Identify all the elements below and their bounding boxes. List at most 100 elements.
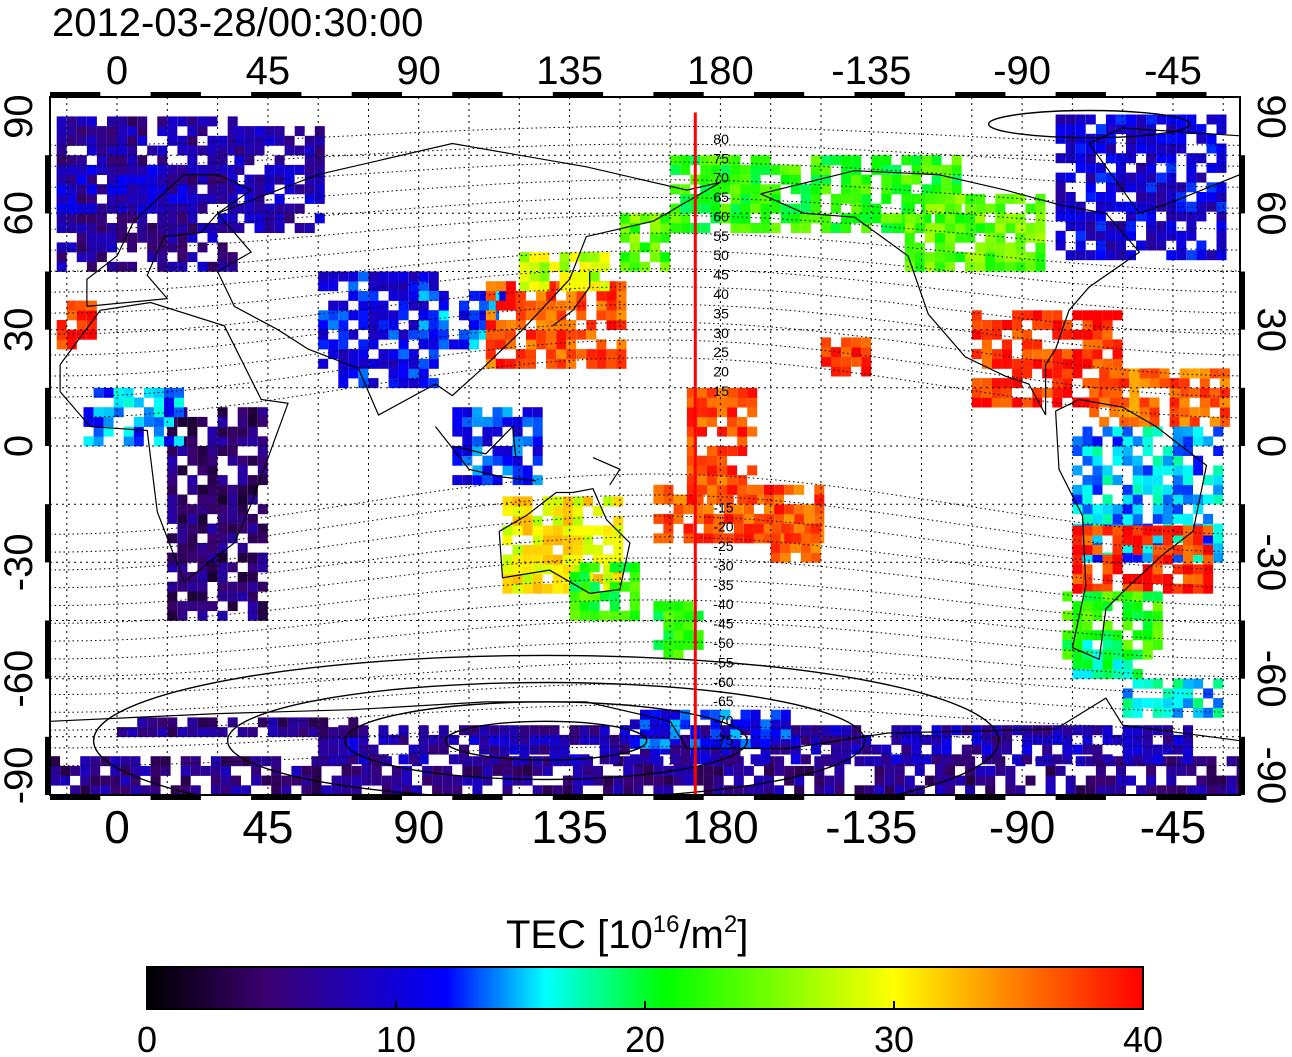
tec-cell	[1072, 446, 1083, 456]
tec-cell	[750, 203, 761, 214]
tec-cell	[750, 223, 761, 233]
tec-cell	[462, 775, 473, 786]
tec-cell	[1173, 504, 1183, 515]
tec-cell	[515, 310, 526, 321]
tec-cell	[572, 496, 583, 507]
tec-cell	[650, 738, 660, 749]
tec-cell	[730, 738, 741, 749]
tec-cell	[1186, 211, 1197, 222]
tec-cell	[341, 775, 352, 786]
tec-cell	[733, 504, 744, 515]
tec-cell	[167, 116, 178, 127]
tec-cell	[562, 515, 573, 526]
tec-cell	[96, 213, 107, 224]
tec-cell	[130, 765, 141, 776]
tec-cell	[56, 193, 67, 204]
tec-cell	[1142, 535, 1153, 546]
tec-cell	[579, 725, 590, 736]
tec-cell	[1092, 669, 1103, 679]
frame-bar	[45, 504, 50, 563]
tec-cell	[1035, 261, 1046, 272]
colorbar-ticks: 0 10 20 30 40	[137, 1001, 1163, 1057]
tec-cell	[629, 591, 640, 602]
tec-cell	[546, 349, 557, 360]
tec-cell	[1162, 465, 1173, 476]
tec-cell	[1095, 775, 1106, 786]
tec-cell	[314, 184, 325, 195]
tec-cell	[562, 525, 573, 536]
tec-cell	[120, 785, 131, 795]
tec-cell	[881, 213, 892, 224]
tec-cell	[117, 145, 127, 156]
tec-cell	[1112, 436, 1123, 447]
tec-cell	[1213, 523, 1224, 534]
tec-cell	[227, 494, 238, 505]
tec-cell	[740, 719, 751, 730]
tec-cell	[167, 184, 178, 195]
tec-cell	[1105, 143, 1116, 154]
tec-cell	[697, 416, 707, 427]
tec-cell	[234, 126, 245, 137]
tec-cell	[747, 397, 758, 408]
tec-cell	[1022, 339, 1033, 350]
tec-cell	[616, 310, 627, 321]
tec-cell	[509, 725, 520, 736]
tec-cell	[750, 164, 761, 175]
tec-cell	[1122, 754, 1133, 765]
tec-cell	[985, 765, 996, 776]
tec-cell	[482, 775, 493, 786]
tec-cell	[821, 223, 831, 233]
longitude-tick-label: -45	[1140, 801, 1206, 853]
tec-cell	[123, 397, 134, 408]
tec-cell	[871, 155, 882, 166]
tec-cell	[951, 203, 962, 214]
tec-cell	[378, 320, 389, 330]
tec-cell	[981, 339, 992, 350]
tec-cell	[727, 407, 738, 418]
tec-cell	[1005, 193, 1016, 204]
tec-cell	[1162, 574, 1173, 584]
tec-cell	[619, 734, 630, 745]
tec-cell	[1173, 513, 1183, 524]
tec-cell	[56, 145, 67, 156]
tec-cell	[167, 717, 178, 728]
tec-cell	[713, 775, 724, 786]
tec-cell	[921, 213, 932, 224]
tec-cell	[512, 583, 523, 594]
tec-cell	[1116, 250, 1126, 261]
tec-cell	[227, 436, 238, 447]
tec-cell	[640, 725, 650, 736]
tec-cell	[619, 213, 630, 224]
tec-cell	[1156, 133, 1167, 144]
tec-cell	[1162, 698, 1173, 709]
tec-cell	[1032, 310, 1043, 321]
tec-cell	[971, 378, 982, 389]
tec-cell	[197, 446, 208, 456]
tec-cell	[1213, 707, 1224, 718]
tec-cell	[985, 785, 996, 795]
tec-cell	[1042, 310, 1053, 321]
tec-cell	[841, 164, 852, 175]
tec-cell	[1203, 436, 1214, 447]
tec-cell	[1085, 230, 1096, 241]
tec-cell	[841, 337, 852, 348]
tec-cell	[697, 455, 707, 466]
magnetic-latitude-label: -55	[713, 654, 733, 670]
tec-cell	[1142, 725, 1153, 736]
tec-cell	[371, 775, 382, 786]
tec-cell	[408, 378, 419, 389]
latitude-tick-label: 60	[1249, 191, 1292, 236]
tec-cell	[683, 523, 694, 534]
tec-cell	[1173, 484, 1183, 495]
tec-cell	[338, 378, 349, 389]
tec-cell	[546, 358, 557, 369]
tec-cell	[254, 193, 265, 204]
tec-cell	[1102, 669, 1113, 679]
tec-cell	[1112, 591, 1123, 602]
tec-cell	[579, 261, 590, 272]
tec-cell	[831, 155, 841, 166]
tec-cell	[1099, 368, 1110, 379]
tec-cell	[381, 775, 392, 786]
tec-cell	[207, 436, 218, 447]
tec-cell	[995, 232, 1006, 243]
